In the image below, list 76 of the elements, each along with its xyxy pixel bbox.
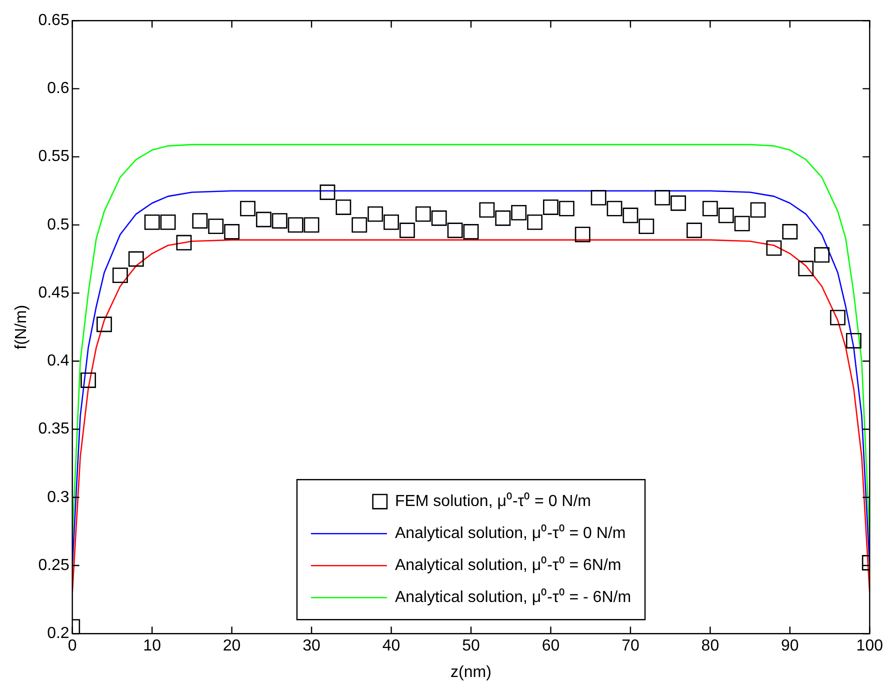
y-tick-label: 0.35	[38, 420, 70, 438]
point	[160, 214, 176, 230]
y-tick-label: 0.2	[47, 625, 70, 642]
point	[320, 184, 336, 200]
x-tick-label: 90	[781, 638, 799, 655]
point	[718, 208, 734, 224]
y-tick-label: 0.3	[47, 488, 70, 506]
x-tick-label: 20	[222, 638, 241, 655]
legend-label: Analytical solution, μ⁰-τ⁰ = 0 N/m	[394, 524, 626, 542]
point	[686, 222, 702, 238]
legend-label: Analytical solution, μ⁰-τ⁰ = 6N/m	[394, 556, 622, 574]
point	[415, 206, 431, 222]
y-tick-label: 0.65	[38, 12, 70, 30]
point	[192, 213, 208, 229]
point	[128, 251, 144, 267]
point	[846, 333, 862, 348]
point	[368, 206, 384, 222]
point	[176, 234, 192, 250]
x-tick-label: 50	[462, 638, 480, 655]
y-axis-title: f(N/m)	[13, 304, 30, 350]
x-tick-label: 10	[143, 638, 162, 655]
point	[431, 210, 447, 226]
x-tick-label: 80	[701, 638, 720, 655]
y-tick-label: 0.25	[38, 556, 70, 574]
point	[527, 214, 543, 230]
point	[750, 202, 766, 218]
point	[479, 202, 495, 218]
point	[96, 316, 112, 332]
point	[80, 372, 96, 388]
point	[447, 222, 463, 238]
point	[622, 208, 638, 224]
point	[543, 200, 558, 215]
point	[272, 213, 288, 229]
y-tick-label: 0.5	[47, 216, 70, 234]
point	[240, 200, 256, 216]
point	[734, 216, 750, 232]
point	[590, 190, 606, 206]
x-tick-label: 0	[68, 638, 77, 655]
x-tick-label: 70	[622, 638, 640, 655]
point	[511, 204, 527, 220]
point	[144, 214, 160, 230]
point	[208, 218, 224, 234]
point	[336, 200, 352, 215]
point	[830, 310, 846, 326]
point	[574, 226, 590, 242]
point	[384, 214, 399, 230]
x-tick-label: 30	[302, 638, 321, 655]
x-axis-title: z(nm)	[450, 664, 492, 681]
point	[782, 224, 798, 240]
point	[766, 240, 782, 256]
point	[670, 195, 686, 211]
y-tick-label: 0.4	[47, 352, 70, 370]
y-tick-label: 0.55	[38, 148, 70, 166]
point	[256, 212, 272, 228]
point	[558, 200, 574, 216]
legend-label: FEM solution, μ⁰-τ⁰ = 0 N/m	[394, 492, 591, 510]
point	[463, 224, 479, 240]
point	[638, 218, 654, 234]
point	[702, 200, 718, 216]
legend-label: Analytical solution, μ⁰-τ⁰ = - 6N/m	[394, 588, 632, 606]
y-tick-label: 0.45	[38, 284, 70, 302]
point	[224, 224, 240, 240]
x-tick-label: 40	[382, 638, 400, 655]
point	[495, 210, 511, 226]
point	[399, 222, 415, 238]
point	[814, 247, 830, 263]
point	[288, 217, 304, 233]
point	[304, 217, 320, 233]
point	[654, 190, 670, 206]
x-tick-label: 100	[856, 638, 884, 655]
x-tick-label: 60	[542, 638, 560, 655]
point	[112, 268, 128, 284]
point	[606, 200, 622, 216]
y-tick-label: 0.6	[47, 80, 70, 98]
point	[352, 217, 368, 233]
point	[798, 260, 814, 276]
